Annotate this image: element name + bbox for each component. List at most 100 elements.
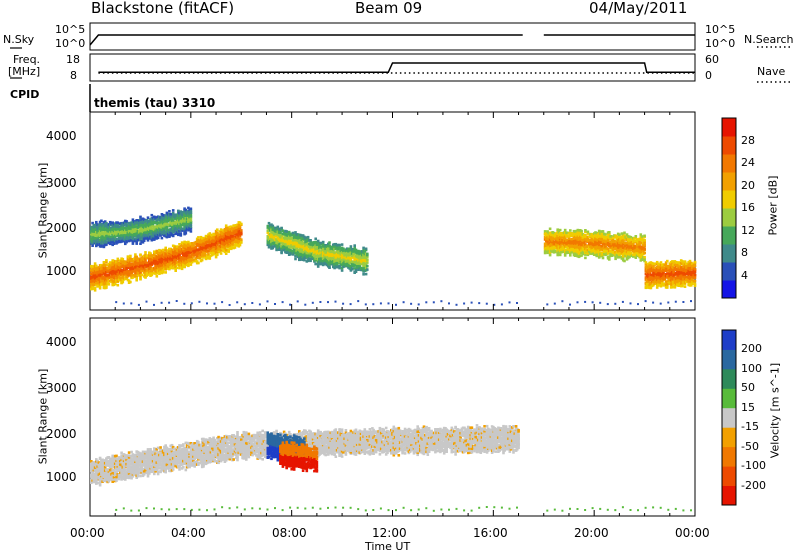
power-cell <box>358 264 362 267</box>
power-cell <box>623 234 626 237</box>
power-cell <box>543 244 547 248</box>
power-cell <box>304 303 307 306</box>
velocity-cell <box>117 477 121 481</box>
power-cell <box>353 244 356 247</box>
power-cell <box>150 213 154 217</box>
power-cell <box>649 265 653 268</box>
power-cell <box>116 279 120 283</box>
power-cell <box>178 253 181 256</box>
power-cell <box>125 222 128 225</box>
power-cell <box>647 270 650 273</box>
power-cell <box>105 282 108 285</box>
power-cell <box>338 257 341 261</box>
power-cell <box>102 241 106 245</box>
power-cell <box>623 231 626 235</box>
power-cell <box>289 303 292 306</box>
freq-panel-frame <box>89 53 696 82</box>
power-cell <box>171 233 175 237</box>
power-cell <box>115 301 118 304</box>
power-cell <box>586 237 590 240</box>
power-cell <box>100 223 103 226</box>
power-cell <box>618 233 621 236</box>
power-cell <box>672 271 675 274</box>
power-cell <box>105 259 108 262</box>
nsky-line <box>89 34 695 46</box>
power-cell <box>140 273 143 277</box>
power-cell <box>219 236 223 239</box>
power-cell <box>280 236 283 239</box>
power-cell <box>676 276 679 280</box>
velocity-cell <box>111 480 114 483</box>
power-cell <box>693 273 697 277</box>
power-cell <box>107 234 111 238</box>
power-cell <box>102 225 106 228</box>
power-cell <box>309 245 312 248</box>
power-cell <box>189 216 193 220</box>
power-cell <box>165 225 169 228</box>
velocity-cell <box>127 476 131 480</box>
power-cell <box>105 237 108 241</box>
power-cell <box>614 257 617 261</box>
power-cell <box>681 281 684 285</box>
power-cell <box>639 233 643 236</box>
power-cell <box>309 243 312 246</box>
power-cell <box>693 260 697 264</box>
power-cell <box>546 240 549 244</box>
power-cell <box>546 230 549 233</box>
power-cell <box>102 236 106 240</box>
power-cell <box>137 233 141 237</box>
power-cell <box>285 246 288 249</box>
power-cell <box>164 268 167 271</box>
power-cell <box>285 230 288 233</box>
velocity-cell <box>125 475 128 478</box>
power-cell <box>558 253 562 257</box>
power-cell <box>649 285 653 288</box>
power-cell <box>311 241 315 244</box>
power-cell <box>142 239 146 242</box>
power-cell <box>189 211 193 214</box>
power-cell <box>233 246 237 249</box>
power-cell <box>159 234 162 237</box>
power-cell <box>643 234 646 238</box>
power-cell <box>638 243 641 246</box>
power-cell <box>169 221 172 224</box>
power-cell <box>432 301 435 304</box>
power-cell <box>179 232 183 235</box>
power-cell <box>91 221 94 225</box>
power-cell <box>125 262 128 265</box>
power-cell <box>309 252 312 255</box>
power-cell <box>193 259 196 263</box>
power-cell <box>693 284 697 287</box>
power-cell <box>321 246 325 250</box>
power-cell <box>343 255 346 259</box>
power-cell <box>107 270 111 273</box>
power-cell <box>93 277 97 280</box>
power-cell <box>168 301 171 304</box>
velocity-cell <box>102 467 106 470</box>
power-cell <box>271 246 275 250</box>
power-cell <box>589 245 592 248</box>
velocity-cell <box>130 450 133 454</box>
velocity-cell <box>102 474 106 477</box>
power-cell <box>306 243 310 247</box>
power-cell <box>202 236 205 240</box>
power-cell <box>282 236 286 240</box>
velocity-cell <box>111 454 114 458</box>
power-cell <box>548 227 552 231</box>
power-cell <box>277 231 281 234</box>
power-cell <box>615 241 619 245</box>
velocity-cell <box>125 454 128 457</box>
power-cell <box>353 267 356 270</box>
power-cell <box>306 245 310 248</box>
power-cell <box>102 280 106 284</box>
power-cell <box>294 231 297 234</box>
power-cell <box>213 238 217 242</box>
power-cell <box>229 225 233 228</box>
power-cell <box>620 247 624 250</box>
power-cell <box>316 265 320 268</box>
power-cell <box>139 265 142 268</box>
power-cell <box>187 242 190 246</box>
power-cell <box>339 262 343 265</box>
power-cell <box>306 254 310 258</box>
power-cell <box>591 248 595 251</box>
